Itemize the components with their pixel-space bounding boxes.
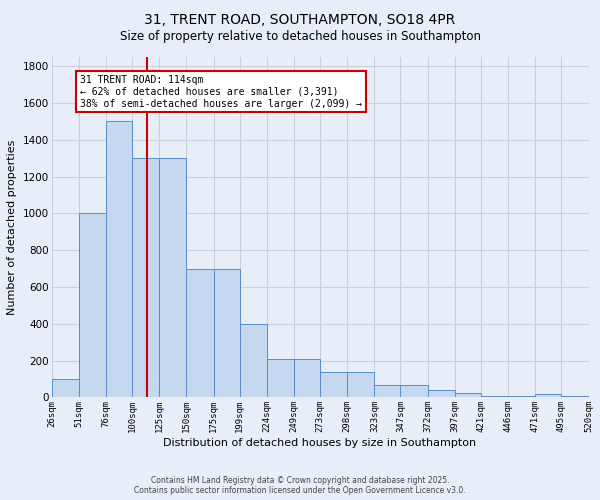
Bar (79, 214, 106, 398)
Bar (481, 396, 508, 398)
Text: 31, TRENT ROAD, SOUTHAMPTON, SO18 4PR: 31, TRENT ROAD, SOUTHAMPTON, SO18 4PR (145, 12, 455, 26)
Bar (562, 396, 589, 398)
Bar (320, 372, 347, 398)
Y-axis label: Number of detached properties: Number of detached properties (7, 140, 17, 315)
Bar (374, 384, 400, 398)
Text: Contains HM Land Registry data © Crown copyright and database right 2025.: Contains HM Land Registry data © Crown c… (151, 476, 449, 485)
Text: 31 TRENT ROAD: 114sqm
← 62% of detached houses are smaller (3,391)
38% of semi-d: 31 TRENT ROAD: 114sqm ← 62% of detached … (80, 76, 362, 108)
Bar (455, 393, 481, 398)
Text: Contains public sector information licensed under the Open Government Licence v3: Contains public sector information licen… (134, 486, 466, 495)
Bar (400, 384, 428, 398)
Bar (347, 372, 374, 398)
Bar (535, 394, 562, 398)
Bar (106, 122, 132, 398)
Bar (294, 359, 320, 398)
Text: Size of property relative to detached houses in Southampton: Size of property relative to detached ho… (119, 30, 481, 43)
Bar (214, 268, 239, 398)
Bar (239, 324, 267, 398)
Bar (132, 158, 159, 398)
Bar (52, 379, 79, 398)
Bar (159, 158, 187, 398)
Bar (267, 359, 294, 398)
X-axis label: Distribution of detached houses by size in Southampton: Distribution of detached houses by size … (163, 438, 476, 448)
Bar (508, 396, 535, 398)
Bar (187, 268, 214, 398)
Bar (428, 390, 455, 398)
